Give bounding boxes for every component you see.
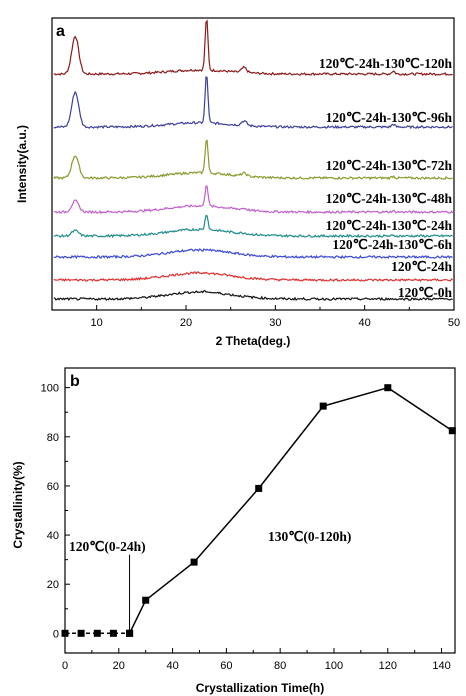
panel-b-x-axis-title: Crystallization Time(h) bbox=[196, 681, 324, 695]
panel-b-y-tick-label: 60 bbox=[47, 481, 59, 493]
data-point-marker bbox=[448, 427, 456, 435]
xrd-curve bbox=[53, 19, 453, 77]
data-point-marker bbox=[77, 629, 85, 637]
data-point-marker bbox=[126, 629, 134, 637]
annotation-120c: 120℃(0-24h) bbox=[69, 539, 146, 554]
panel-b-x-tick-label: 140 bbox=[432, 660, 450, 672]
xrd-curve bbox=[53, 248, 453, 260]
panel-a-label: a bbox=[56, 23, 65, 40]
xrd-curve bbox=[53, 214, 453, 239]
panel-b-x-tick-label: 80 bbox=[274, 660, 286, 672]
data-point-marker bbox=[319, 402, 327, 410]
panel-b-y-tick-label: 80 bbox=[47, 432, 59, 444]
xrd-curve bbox=[53, 289, 453, 302]
panel-b-axis-ticks: 0 20 40 60 80 100 120 140 0 20 40 60 80 100 bbox=[41, 383, 451, 672]
panel-a-x-tick-label: 30 bbox=[269, 317, 281, 329]
xrd-curve-label: 120℃-24h-130℃-120h bbox=[319, 56, 453, 71]
panel-a-xrd-chart: a 120℃-24h-130℃-120h120℃-24h-130℃-96h120… bbox=[15, 17, 460, 348]
panel-b-x-tick-label: 120 bbox=[379, 660, 397, 672]
panel-a-y-axis-title: Intensity(a.u.) bbox=[15, 125, 29, 203]
xrd-curve-label: 120℃-24h-130℃-24h bbox=[326, 218, 453, 233]
data-point-marker bbox=[61, 629, 69, 637]
panel-b-y-tick-label: 40 bbox=[47, 530, 59, 542]
panel-b-y-tick-label: 0 bbox=[53, 628, 59, 640]
panel-a-x-tick-label: 10 bbox=[91, 317, 103, 329]
panel-b-y-axis-title: Crystallinity(%) bbox=[11, 461, 25, 548]
panel-b-y-tick-label: 100 bbox=[41, 383, 59, 395]
xrd-curve bbox=[53, 185, 454, 215]
xrd-curve-label: 120℃-24h bbox=[391, 259, 452, 274]
panel-a-x-tick-label: 40 bbox=[359, 317, 371, 329]
series-line-solid bbox=[128, 386, 453, 634]
panel-a-x-ticks: 10 20 30 40 50 bbox=[91, 305, 460, 329]
data-point-marker bbox=[190, 558, 198, 566]
xrd-curve bbox=[53, 76, 453, 130]
panel-a-x-tick-label: 50 bbox=[448, 317, 460, 329]
xrd-curve-label: 120℃-24h-130℃-96h bbox=[326, 110, 453, 125]
panel-a-plot-frame bbox=[51, 17, 455, 311]
data-point-marker bbox=[384, 384, 392, 392]
data-point-marker bbox=[93, 629, 101, 637]
panel-b-crystallinity-chart: b 0 20 40 60 80 100 120 140 0 20 40 60 80 100 120℃(0-… bbox=[11, 367, 456, 695]
panel-b-plot-frame bbox=[64, 367, 456, 654]
panel-b-y-tick-label: 20 bbox=[47, 579, 59, 591]
panel-b-x-tick-label: 40 bbox=[166, 660, 178, 672]
panel-b-x-tick-label: 0 bbox=[62, 660, 68, 672]
xrd-curve-label: 120℃-24h-130℃-72h bbox=[326, 158, 453, 173]
panel-a-curves bbox=[53, 19, 454, 302]
panel-b-label: b bbox=[70, 373, 80, 390]
panel-b-x-tick-label: 60 bbox=[220, 660, 232, 672]
annotation-130c: 130℃(0-120h) bbox=[268, 529, 351, 544]
xrd-curve bbox=[53, 271, 453, 283]
panel-a-x-axis-title: 2 Theta(deg.) bbox=[216, 334, 291, 348]
xrd-curve-label: 120℃-24h-130℃-48h bbox=[326, 191, 453, 206]
xrd-curve-label: 120℃-0h bbox=[398, 285, 453, 300]
panel-b-x-tick-label: 100 bbox=[325, 660, 343, 672]
panel-b-x-tick-label: 20 bbox=[113, 660, 125, 672]
xrd-curve bbox=[53, 139, 453, 181]
data-point-marker bbox=[255, 484, 263, 492]
data-point-marker bbox=[109, 629, 117, 637]
xrd-curve-label: 120℃-24h-130℃-6h bbox=[332, 237, 452, 252]
panel-a-curve-labels: 120℃-24h-130℃-120h 120℃-24h-130℃-96h 120℃-… bbox=[319, 56, 453, 300]
panel-a-x-tick-label: 20 bbox=[180, 317, 192, 329]
panel-b-series bbox=[61, 384, 456, 637]
data-point-marker bbox=[142, 596, 150, 604]
